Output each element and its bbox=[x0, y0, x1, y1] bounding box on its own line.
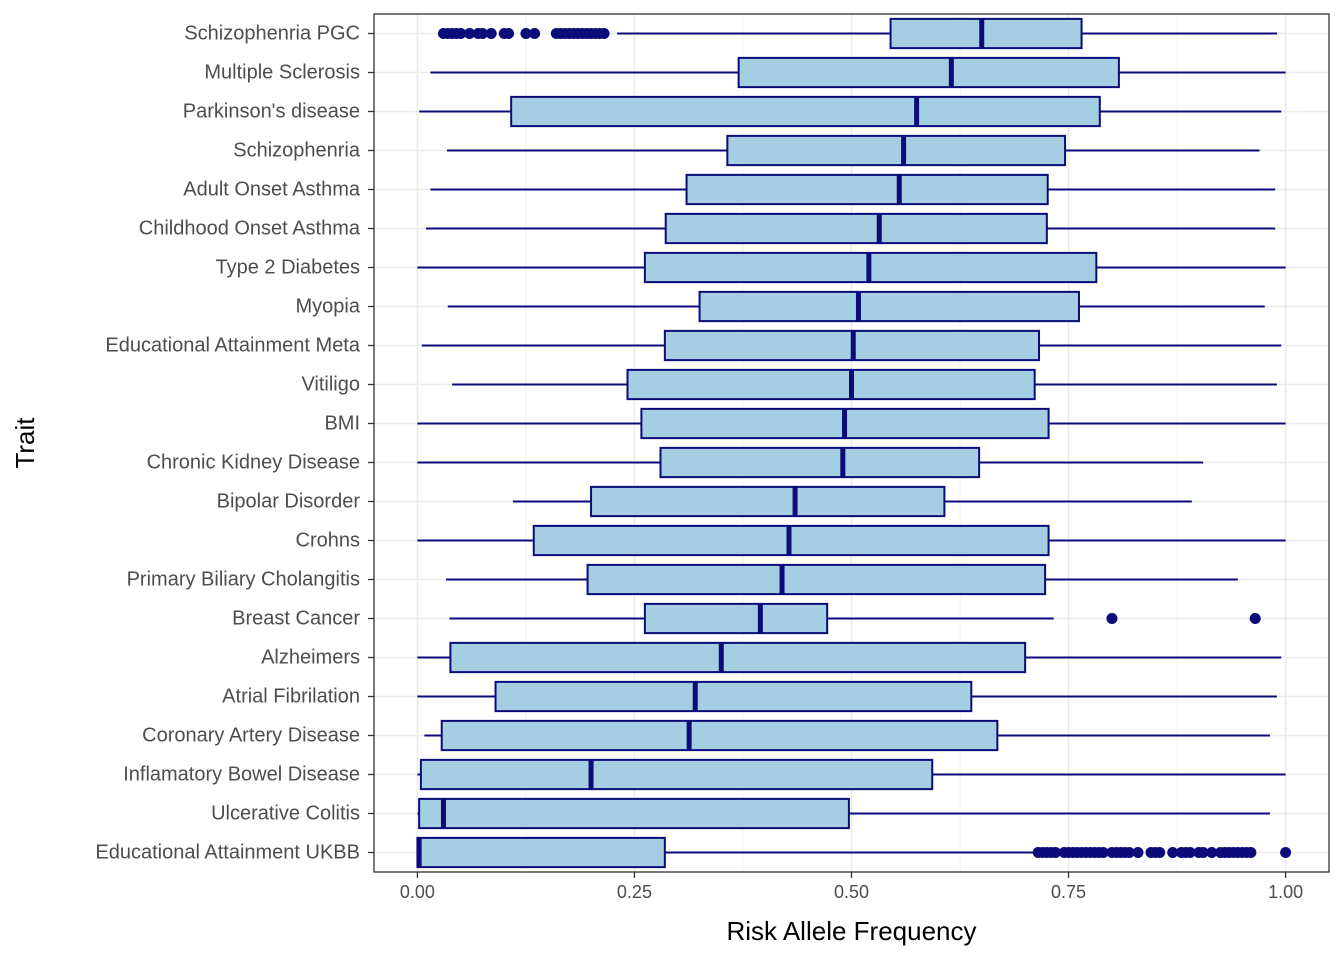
box-iqr bbox=[419, 758, 934, 791]
outlier-point bbox=[1132, 847, 1144, 858]
outlier-point bbox=[520, 28, 532, 39]
box-group bbox=[419, 95, 1282, 128]
outlier-point bbox=[1097, 847, 1109, 858]
box-group bbox=[430, 56, 1286, 89]
box-group bbox=[426, 212, 1276, 245]
y-tick-label: Coronary Artery Disease bbox=[142, 725, 360, 747]
x-tick-label: 0.75 bbox=[1051, 882, 1086, 902]
outlier-point bbox=[598, 28, 610, 39]
x-axis-tick-labels: 0.00 0.25 0.50 0.75 1.00 bbox=[400, 872, 1303, 902]
box-group bbox=[430, 173, 1276, 206]
box-iqr bbox=[698, 290, 1080, 323]
outlier-point bbox=[1184, 847, 1196, 858]
box-group bbox=[417, 797, 1270, 830]
y-tick-label: Childhood Onset Asthma bbox=[139, 218, 361, 240]
outlier-point bbox=[1197, 847, 1209, 858]
box-group bbox=[447, 290, 1265, 323]
box-group bbox=[417, 641, 1282, 674]
box-group bbox=[437, 17, 1277, 50]
y-tick-label: Schizophenria PGC bbox=[184, 23, 360, 45]
y-tick-label: Multiple Sclerosis bbox=[204, 62, 360, 84]
box-group bbox=[417, 680, 1277, 713]
y-axis-tick-labels: Schizophenria PGC Multiple Sclerosis Parki… bbox=[95, 23, 374, 864]
x-tick-label: 0.25 bbox=[617, 882, 652, 902]
box-iqr bbox=[418, 797, 850, 830]
box-iqr bbox=[416, 836, 666, 869]
box-iqr bbox=[440, 719, 999, 752]
outlier-point bbox=[1249, 613, 1261, 624]
box-iqr bbox=[494, 680, 973, 713]
box-group bbox=[449, 602, 1261, 635]
outlier-point bbox=[477, 28, 489, 39]
box-group bbox=[446, 563, 1238, 596]
outlier-point bbox=[529, 28, 541, 39]
outlier-point bbox=[503, 28, 515, 39]
y-tick-label: Parkinson's disease bbox=[183, 101, 360, 123]
outlier-point bbox=[1167, 847, 1179, 858]
box-group bbox=[416, 836, 1292, 869]
y-axis-title: Trait bbox=[10, 417, 40, 469]
x-axis-title: Risk Allele Frequency bbox=[727, 916, 977, 946]
y-tick-label: Adult Onset Asthma bbox=[183, 179, 361, 201]
outlier-point bbox=[485, 28, 497, 39]
outlier-point bbox=[464, 28, 475, 39]
y-tick-label: Inflamatory Bowel Disease bbox=[123, 764, 360, 786]
box-group bbox=[417, 524, 1286, 557]
x-tick-label: 1.00 bbox=[1268, 882, 1303, 902]
box-iqr bbox=[664, 212, 1048, 245]
outlier-point bbox=[1106, 613, 1118, 624]
box-group bbox=[417, 446, 1204, 479]
box-iqr bbox=[659, 446, 981, 479]
outlier-point bbox=[1206, 847, 1218, 858]
box-iqr bbox=[586, 563, 1047, 596]
y-tick-label: Educational Attainment Meta bbox=[105, 335, 360, 357]
y-tick-label: Educational Attainment UKBB bbox=[95, 842, 360, 864]
y-tick-label: Atrial Fibrilation bbox=[222, 686, 360, 708]
outlier-point bbox=[1154, 847, 1166, 858]
box-group bbox=[417, 407, 1286, 440]
y-tick-label: BMI bbox=[324, 413, 360, 435]
box-group bbox=[452, 368, 1277, 401]
box-group bbox=[512, 485, 1192, 518]
box-iqr bbox=[685, 173, 1049, 206]
box-iqr bbox=[449, 641, 1027, 674]
box-group bbox=[417, 758, 1286, 791]
y-tick-label: Myopia bbox=[296, 296, 361, 318]
box-iqr bbox=[590, 485, 946, 518]
outlier-point bbox=[1280, 847, 1292, 858]
y-tick-label: Bipolar Disorder bbox=[217, 491, 361, 513]
box-iqr bbox=[726, 134, 1067, 167]
x-tick-label: 0.00 bbox=[400, 882, 435, 902]
outlier-point bbox=[1050, 847, 1062, 858]
y-tick-label: Breast Cancer bbox=[232, 608, 360, 630]
y-tick-label: Schizophenria bbox=[233, 140, 361, 162]
box-group bbox=[446, 134, 1260, 167]
y-tick-label: Chronic Kidney Disease bbox=[147, 452, 360, 474]
y-tick-label: Primary Biliary Cholangitis bbox=[127, 569, 360, 591]
box-iqr bbox=[626, 368, 1036, 401]
y-tick-label: Crohns bbox=[296, 530, 360, 552]
box-iqr bbox=[643, 602, 829, 635]
y-tick-label: Ulcerative Colitis bbox=[211, 803, 360, 825]
x-tick-label: 0.50 bbox=[834, 882, 869, 902]
box-group bbox=[421, 329, 1282, 362]
box-group bbox=[417, 251, 1286, 284]
outlier-point bbox=[1245, 847, 1257, 858]
box-iqr bbox=[510, 95, 1101, 128]
outlier-point bbox=[455, 28, 467, 39]
box-group bbox=[424, 719, 1270, 752]
y-tick-label: Alzheimers bbox=[261, 647, 360, 669]
outlier-point bbox=[1123, 847, 1135, 858]
y-tick-label: Type 2 Diabetes bbox=[215, 257, 360, 279]
y-tick-label: Vitiligo bbox=[301, 374, 360, 396]
box-iqr bbox=[889, 17, 1083, 50]
box-series bbox=[416, 17, 1292, 869]
box-iqr bbox=[737, 56, 1120, 89]
